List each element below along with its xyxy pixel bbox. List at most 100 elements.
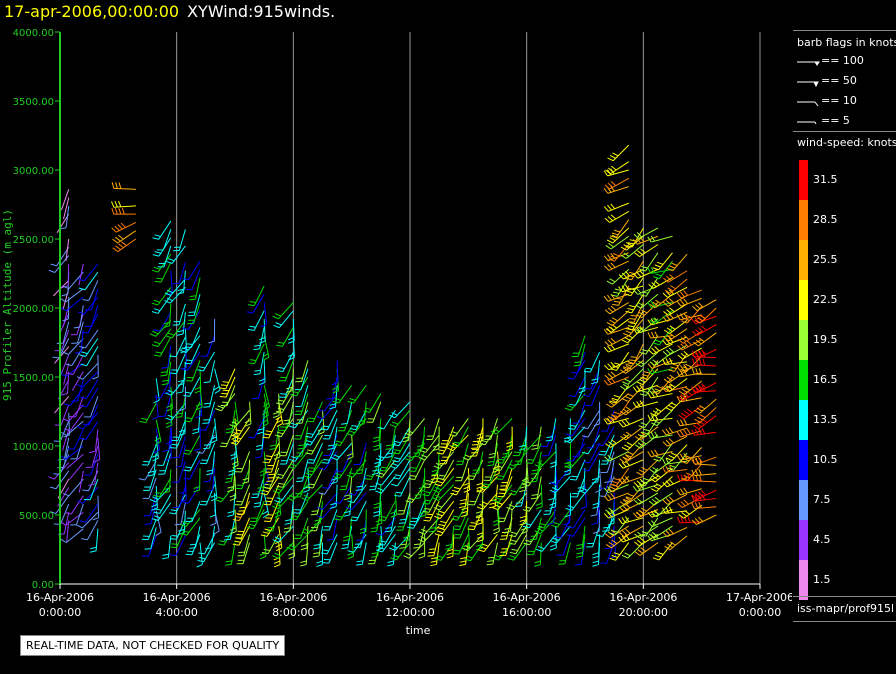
- barb-flag: [276, 419, 283, 424]
- barb-flag: [450, 492, 457, 496]
- barb-flag: [663, 336, 670, 342]
- barb-flag: [432, 489, 439, 493]
- colorbar-swatch: [799, 560, 808, 600]
- barb-flag: [266, 497, 273, 499]
- barb-flag: [607, 294, 612, 301]
- barb-flag: [638, 425, 645, 429]
- barb-flag: [436, 555, 444, 559]
- barb-flag: [636, 314, 643, 319]
- wind-barb: [526, 534, 542, 556]
- barb-staff: [162, 229, 172, 251]
- barb-flag: [205, 547, 212, 550]
- barb-staff: [608, 376, 629, 386]
- wind-barb: [206, 468, 216, 492]
- barb-flag: [61, 293, 69, 297]
- barb-flag: [492, 466, 499, 470]
- barb-flag: [520, 527, 528, 531]
- barb-flag: [378, 543, 385, 546]
- wind-barb: [153, 311, 172, 332]
- barb-flag: [392, 421, 399, 425]
- barb-flag: [603, 346, 609, 353]
- barb-staff: [86, 387, 99, 408]
- barb-staff: [489, 459, 498, 481]
- barb-flag: [677, 345, 683, 351]
- barb-flag: [524, 522, 532, 526]
- barb-flag: [82, 489, 89, 492]
- wind-barb: [111, 221, 137, 233]
- barb-flag: [607, 494, 612, 500]
- barb-flag: [575, 555, 583, 558]
- wind-barb: [605, 533, 630, 549]
- barb-flag: [253, 348, 260, 351]
- barb-flag: [636, 385, 641, 392]
- barb-staff: [159, 494, 172, 514]
- barb-flag: [624, 419, 630, 425]
- barb-flag: [641, 265, 648, 269]
- barb-flag: [607, 522, 615, 526]
- barb-flag: [434, 533, 442, 537]
- barb-flag: [323, 458, 330, 461]
- barb-staff: [395, 409, 411, 428]
- barb-flag: [199, 556, 206, 560]
- barb-flag: [79, 437, 86, 441]
- barb-flag: [198, 366, 206, 369]
- barb-flag: [494, 468, 501, 471]
- barb-flag: [683, 487, 688, 494]
- barb-staff: [578, 434, 586, 457]
- wind-barb: [164, 278, 186, 296]
- barb-staff: [473, 509, 484, 530]
- barb-flag: [609, 483, 617, 487]
- wind-barb: [461, 492, 469, 518]
- barb-staff: [243, 492, 251, 515]
- wind-barb: [60, 420, 84, 436]
- barb-staff: [353, 384, 367, 404]
- barb-staff: [234, 401, 239, 424]
- barb-flag: [422, 510, 430, 513]
- barb-staff: [626, 244, 644, 259]
- barb-flag: [387, 560, 394, 563]
- barb-flag: [112, 238, 118, 244]
- barb-staff: [155, 485, 158, 509]
- x-tick-date: 16-Apr-2006: [26, 591, 94, 604]
- barb-flag: [209, 514, 216, 518]
- barb-flag: [534, 530, 541, 534]
- barb-flag: [274, 514, 281, 518]
- barb-flag: [399, 543, 407, 546]
- barb-staff: [155, 419, 162, 442]
- barb-staff: [301, 360, 309, 382]
- barb-flag: [392, 477, 400, 480]
- wind-barb: [66, 354, 84, 375]
- barb-flag: [698, 327, 704, 333]
- barb-flag: [57, 458, 65, 461]
- wind-barb: [78, 296, 99, 315]
- barb-flag: [625, 496, 632, 500]
- barb-staff: [95, 528, 99, 551]
- barb-flag: [615, 297, 622, 300]
- barb-flag: [183, 477, 190, 480]
- barb-staff: [331, 376, 338, 399]
- barb-flag: [79, 345, 86, 349]
- barb-flag: [629, 304, 636, 308]
- barb-flag: [432, 497, 439, 501]
- barb-staff: [242, 542, 251, 564]
- barb-flag: [73, 326, 81, 329]
- barb-staff: [169, 303, 172, 326]
- barb-staff: [63, 437, 70, 460]
- barb-staff: [696, 514, 717, 525]
- barb-flag: [592, 502, 599, 506]
- barb-flag: [65, 363, 73, 366]
- wind-barb: [182, 260, 201, 281]
- wind-barb: [467, 509, 484, 531]
- wind-barb: [607, 144, 630, 162]
- wind-barb: [259, 534, 267, 560]
- barb-flag: [356, 485, 363, 488]
- barb-staff: [439, 492, 455, 511]
- wind-barb: [375, 476, 396, 494]
- barb-staff: [610, 318, 630, 333]
- barb-flag: [553, 522, 560, 525]
- barb-staff: [94, 462, 99, 485]
- wind-barb: [78, 271, 99, 291]
- barb-staff: [611, 393, 630, 408]
- wind-barb: [676, 487, 702, 496]
- barb-flag: [405, 458, 412, 462]
